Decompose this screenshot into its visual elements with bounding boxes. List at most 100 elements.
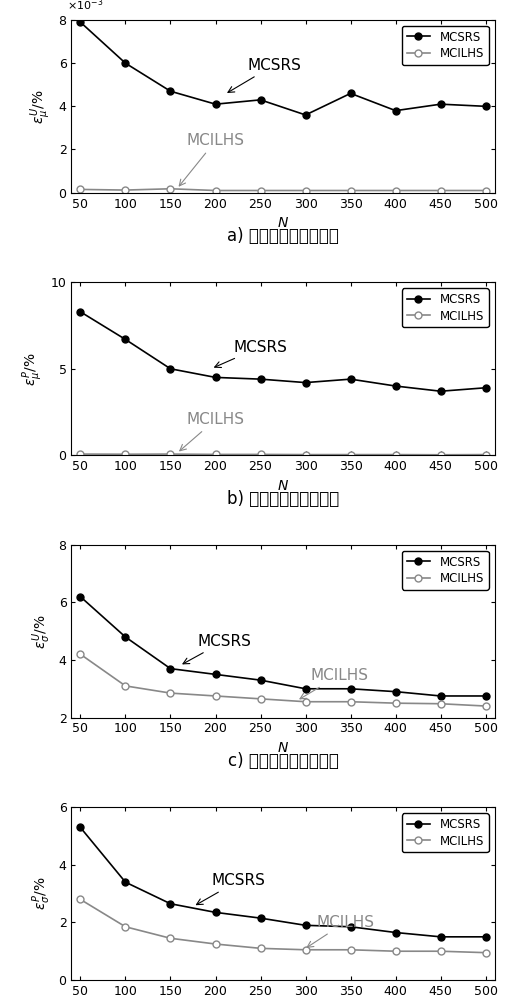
- MCILHS: [257, 942, 263, 954]
- MCILHS: [482, 185, 488, 197]
- MCSRS: [347, 921, 353, 933]
- MCILHS: [437, 185, 443, 197]
- Text: MCILHS: MCILHS: [180, 412, 244, 451]
- MCSRS: [167, 363, 173, 375]
- MCILHS: [212, 185, 218, 197]
- MCSRS: [212, 371, 218, 383]
- Text: c) 电压标准差误差指标: c) 电压标准差误差指标: [227, 752, 338, 770]
- MCSRS: [212, 906, 218, 918]
- Line: MCILHS: MCILHS: [77, 185, 488, 194]
- MCILHS: [77, 183, 83, 195]
- MCILHS: [212, 690, 218, 702]
- X-axis label: N: N: [277, 479, 288, 493]
- MCILHS: [77, 648, 83, 660]
- MCSRS: [77, 591, 83, 603]
- Line: MCSRS: MCSRS: [77, 308, 488, 395]
- Legend: MCSRS, MCILHS: MCSRS, MCILHS: [401, 26, 488, 65]
- MCSRS: [347, 87, 353, 99]
- MCILHS: [437, 698, 443, 710]
- MCILHS: [122, 184, 128, 196]
- MCILHS: [392, 945, 398, 957]
- Line: MCILHS: MCILHS: [77, 451, 488, 458]
- MCILHS: [122, 921, 128, 933]
- Text: MCILHS: MCILHS: [306, 915, 374, 947]
- MCSRS: [167, 85, 173, 97]
- MCILHS: [347, 185, 353, 197]
- MCILHS: [302, 696, 308, 708]
- MCSRS: [392, 927, 398, 939]
- MCSRS: [482, 931, 488, 943]
- MCSRS: [392, 380, 398, 392]
- MCILHS: [392, 697, 398, 709]
- MCSRS: [347, 373, 353, 385]
- MCSRS: [77, 306, 83, 318]
- MCSRS: [167, 663, 173, 675]
- Text: MCSRS: MCSRS: [214, 340, 287, 367]
- Line: MCILHS: MCILHS: [77, 896, 488, 956]
- Text: MCILHS: MCILHS: [299, 668, 367, 699]
- MCSRS: [347, 683, 353, 695]
- MCSRS: [392, 686, 398, 698]
- Text: a) 电压平均值误差指标: a) 电压平均值误差指标: [227, 227, 338, 245]
- MCSRS: [257, 674, 263, 686]
- Text: MCSRS: MCSRS: [196, 873, 265, 905]
- X-axis label: N: N: [277, 216, 288, 230]
- MCILHS: [347, 449, 353, 461]
- MCSRS: [302, 919, 308, 931]
- MCSRS: [482, 690, 488, 702]
- MCILHS: [167, 448, 173, 460]
- MCILHS: [437, 945, 443, 957]
- Text: $\times$10$^{-3}$: $\times$10$^{-3}$: [67, 0, 103, 13]
- MCSRS: [437, 690, 443, 702]
- Legend: MCSRS, MCILHS: MCSRS, MCILHS: [401, 288, 488, 327]
- MCILHS: [257, 448, 263, 460]
- Line: MCSRS: MCSRS: [77, 19, 488, 118]
- MCSRS: [437, 931, 443, 943]
- Text: b) 功率平均值误差指标: b) 功率平均值误差指标: [227, 490, 338, 508]
- MCILHS: [392, 185, 398, 197]
- MCSRS: [212, 668, 218, 680]
- MCSRS: [212, 98, 218, 110]
- Text: MCSRS: MCSRS: [228, 58, 300, 92]
- MCSRS: [302, 109, 308, 121]
- MCILHS: [77, 448, 83, 460]
- Line: MCSRS: MCSRS: [77, 593, 488, 699]
- MCSRS: [257, 373, 263, 385]
- MCSRS: [482, 382, 488, 394]
- Y-axis label: $\varepsilon_{\mu}^{U}$/%: $\varepsilon_{\mu}^{U}$/%: [29, 89, 53, 124]
- MCILHS: [212, 448, 218, 460]
- MCSRS: [302, 683, 308, 695]
- Y-axis label: $\varepsilon_{\sigma}^{U}$/%: $\varepsilon_{\sigma}^{U}$/%: [31, 614, 53, 649]
- MCSRS: [77, 821, 83, 833]
- MCSRS: [257, 912, 263, 924]
- MCSRS: [437, 98, 443, 110]
- MCSRS: [77, 16, 83, 28]
- MCILHS: [257, 185, 263, 197]
- MCSRS: [122, 631, 128, 643]
- Text: MCILHS: MCILHS: [179, 133, 244, 186]
- MCILHS: [347, 696, 353, 708]
- MCILHS: [302, 449, 308, 461]
- MCILHS: [167, 687, 173, 699]
- MCSRS: [167, 898, 173, 910]
- MCILHS: [302, 944, 308, 956]
- Text: MCSRS: MCSRS: [183, 634, 251, 664]
- MCILHS: [482, 449, 488, 461]
- MCSRS: [122, 333, 128, 345]
- Legend: MCSRS, MCILHS: MCSRS, MCILHS: [401, 551, 488, 590]
- MCILHS: [437, 449, 443, 461]
- MCILHS: [122, 680, 128, 692]
- MCSRS: [302, 377, 308, 389]
- MCILHS: [167, 183, 173, 195]
- MCILHS: [167, 932, 173, 944]
- MCILHS: [257, 693, 263, 705]
- MCILHS: [482, 700, 488, 712]
- MCSRS: [437, 385, 443, 397]
- MCILHS: [302, 185, 308, 197]
- MCILHS: [482, 947, 488, 959]
- MCILHS: [347, 944, 353, 956]
- MCILHS: [77, 893, 83, 905]
- Line: MCILHS: MCILHS: [77, 651, 488, 710]
- Y-axis label: $\varepsilon_{\mu}^{P}$/%: $\varepsilon_{\mu}^{P}$/%: [20, 352, 45, 386]
- X-axis label: N: N: [277, 741, 288, 755]
